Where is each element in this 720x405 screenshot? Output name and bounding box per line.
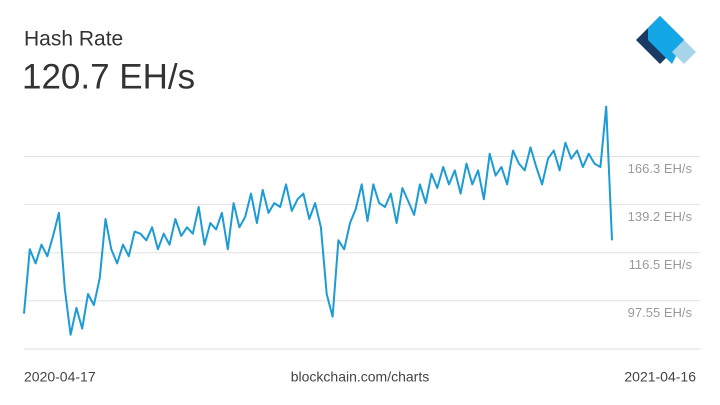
- source: blockchain.com/charts: [291, 369, 430, 385]
- chart-title: Hash Rate: [24, 28, 123, 51]
- line: [23, 105, 613, 336]
- y-tick-label: 139.2 EH/s: [628, 209, 693, 224]
- y-tick-label: 166.3 EH/s: [628, 161, 693, 176]
- y-tick-label: 97.55 EH/s: [628, 305, 693, 320]
- x-tick-label: 2020-04-17: [24, 369, 96, 385]
- x-tick-label: 2021-04-16: [624, 369, 696, 385]
- current-value: 120.7 EH/s: [22, 57, 195, 96]
- logo: [636, 16, 696, 64]
- y-tick-label: 116.5 EH/s: [629, 257, 693, 272]
